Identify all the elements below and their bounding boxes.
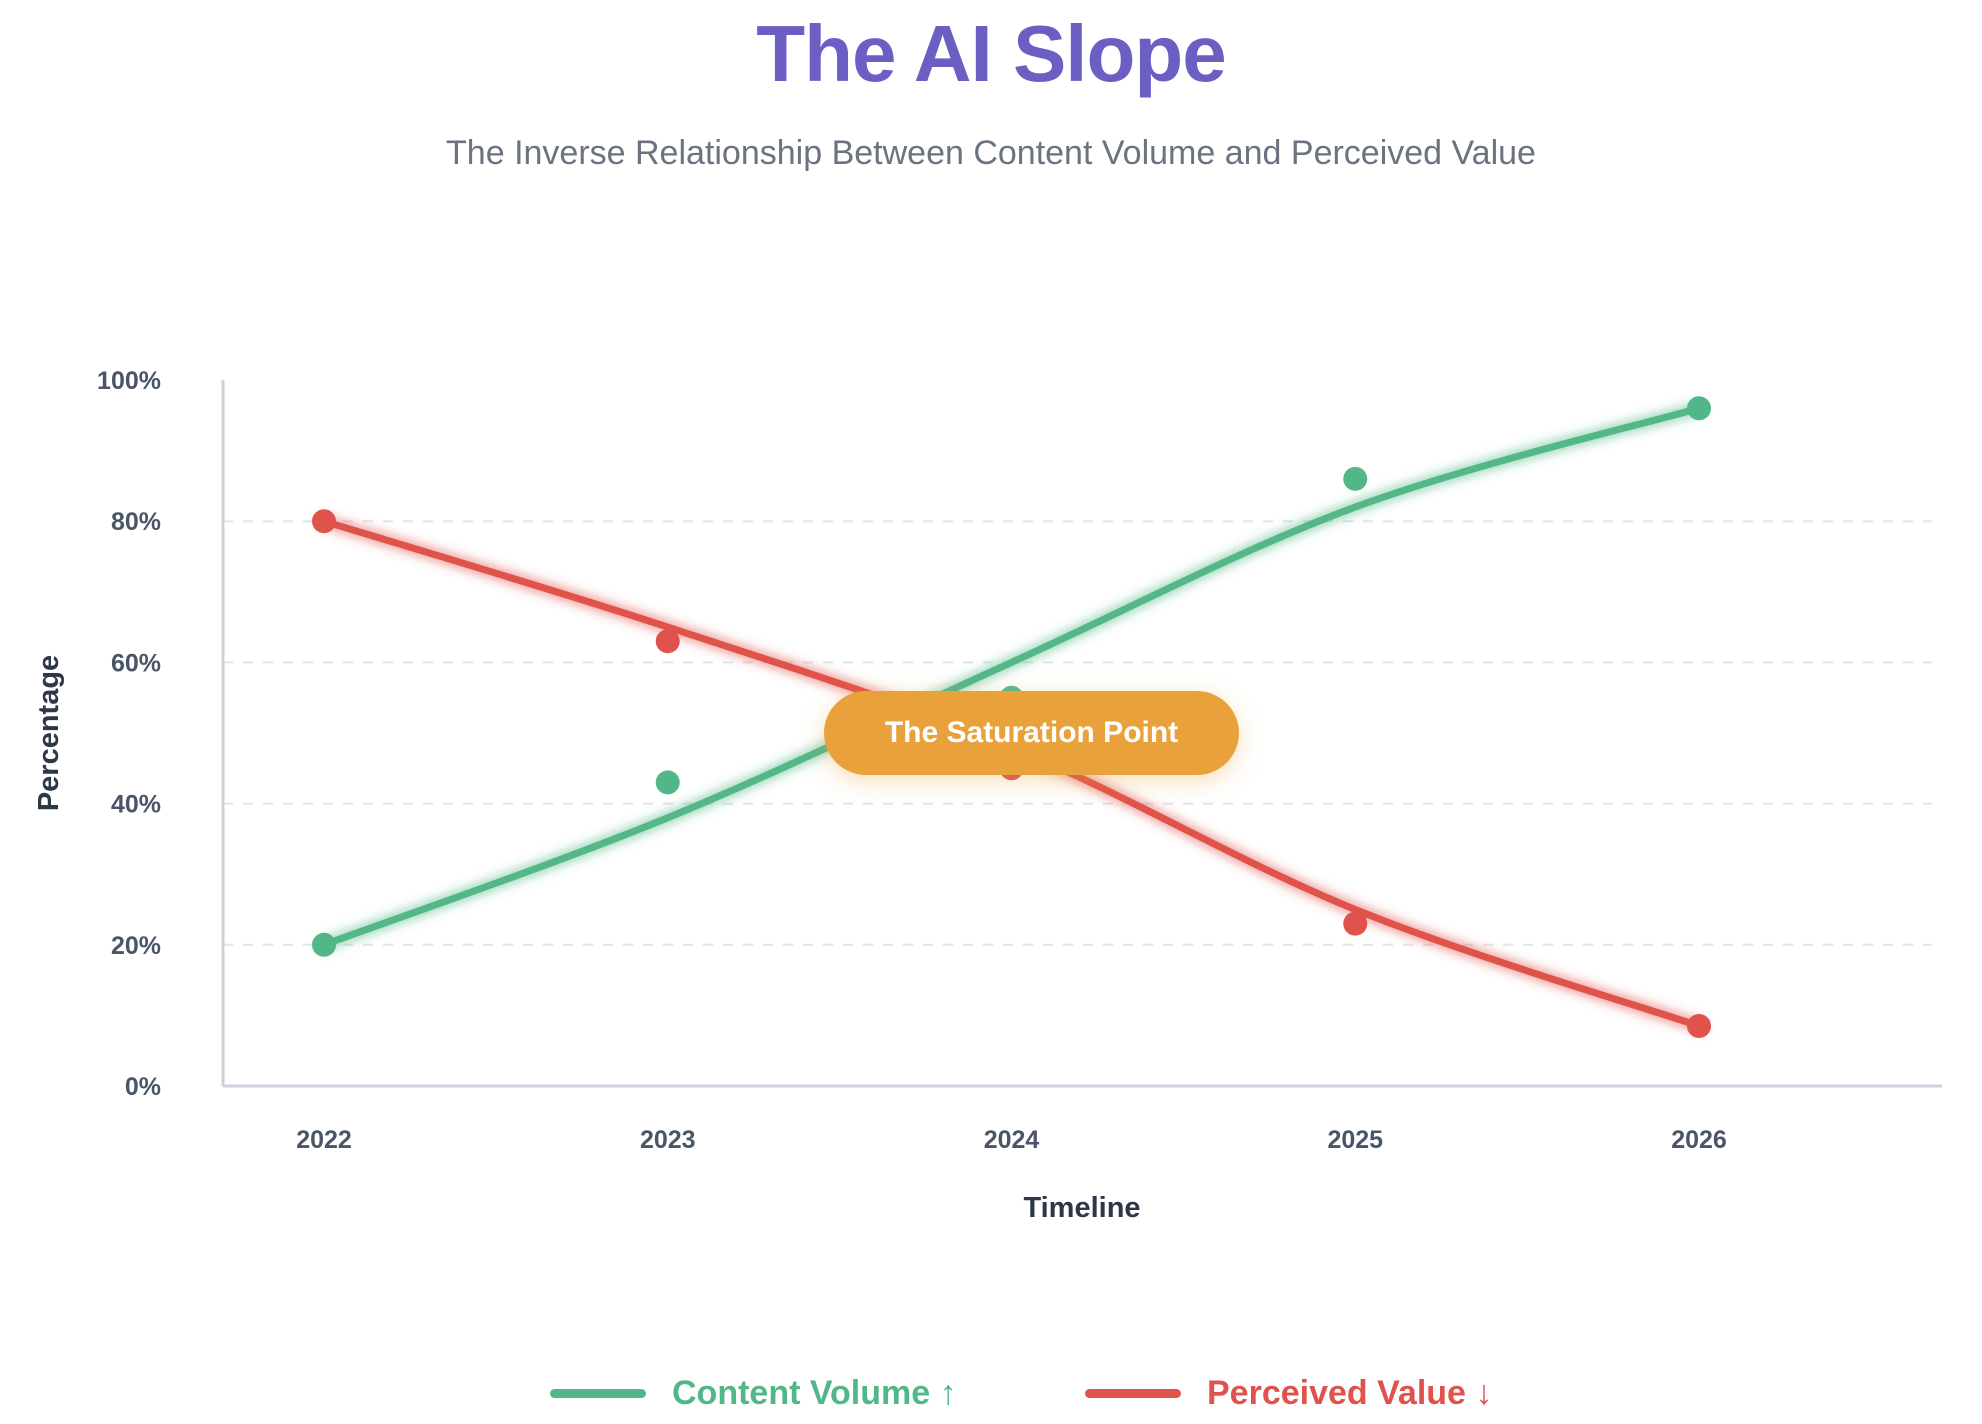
y-tick-label: 60% <box>111 649 161 677</box>
legend-swatch-green <box>550 1388 646 1398</box>
data-point <box>312 509 336 534</box>
legend-item-content-volume[interactable]: Content Volume ↑ <box>550 1370 957 1416</box>
data-point <box>1343 466 1368 491</box>
data-point <box>1687 396 1711 421</box>
legend-label: Perceived Value ↓ <box>1207 1373 1493 1412</box>
data-point <box>1687 1013 1711 1038</box>
y-tick-label: 20% <box>111 932 161 960</box>
data-point <box>655 629 680 654</box>
x-tick-label: 2023 <box>640 1126 696 1154</box>
y-tick-label: 40% <box>111 791 161 819</box>
legend-swatch-red <box>1085 1388 1181 1398</box>
x-tick-label: 2025 <box>1327 1126 1383 1154</box>
y-axis-title: Percentage <box>33 655 65 811</box>
y-tick-label: 80% <box>111 508 161 536</box>
legend-item-perceived-value[interactable]: Perceived Value ↓ <box>1085 1370 1492 1416</box>
saturation-point-label: The Saturation Point <box>824 691 1239 775</box>
legend-label: Content Volume ↑ <box>672 1373 957 1412</box>
x-axis-title: Timeline <box>1023 1192 1140 1224</box>
chart-title: The AI Slope <box>756 9 1227 98</box>
x-tick-label: 2026 <box>1671 1126 1727 1154</box>
data-point <box>312 932 336 957</box>
x-tick-label: 2024 <box>984 1126 1040 1154</box>
data-point <box>655 770 680 795</box>
y-tick-label: 0% <box>125 1073 161 1101</box>
y-tick-label: 100% <box>97 367 161 395</box>
series-line-0 <box>320 404 1703 949</box>
data-point <box>1343 911 1368 936</box>
x-tick-label: 2022 <box>296 1126 352 1154</box>
chart-subtitle: The Inverse Relationship Between Content… <box>446 134 1536 172</box>
